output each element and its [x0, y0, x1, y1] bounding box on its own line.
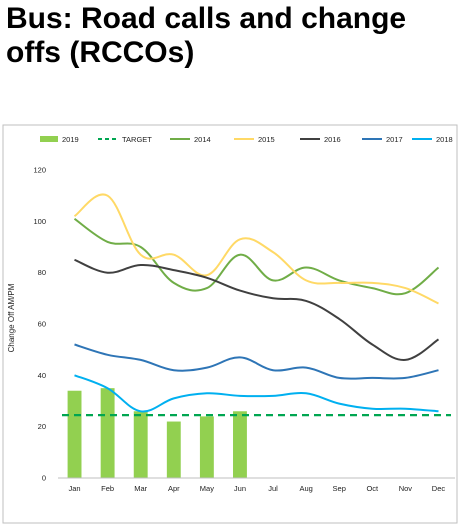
x-tick-label: Mar [134, 484, 147, 493]
line-2018 [74, 374, 439, 413]
legend-label: 2018 [436, 135, 453, 144]
line-series [62, 193, 451, 417]
line-2015 [73, 193, 439, 305]
y-tick-label: 20 [38, 422, 46, 431]
y-axis: 0 20 40 60 80 100 120 [33, 166, 46, 483]
bar-2019-mar [133, 411, 148, 478]
x-tick-label: May [200, 484, 214, 493]
legend-label: 2017 [386, 135, 403, 144]
y-tick-label: 100 [33, 217, 46, 226]
bar-2019-apr [166, 421, 181, 478]
x-tick-label: Nov [399, 484, 413, 493]
line-2014 [73, 217, 440, 296]
y-tick-label: 120 [33, 166, 46, 175]
x-tick-label: Jul [268, 484, 278, 493]
bar-2019-may [199, 416, 214, 478]
bar-2019-jun [233, 411, 247, 478]
x-tick-label: Apr [168, 484, 180, 493]
y-tick-label: 60 [38, 320, 46, 329]
x-tick-label: Jan [68, 484, 80, 493]
x-tick-label: Oct [366, 484, 379, 493]
x-tick-label: Aug [299, 484, 312, 493]
x-tick-label: Feb [101, 484, 114, 493]
y-tick-label: 40 [38, 371, 46, 380]
legend-label: TARGET [122, 135, 152, 144]
y-tick-label: 80 [38, 268, 46, 277]
legend: 2019 TARGET 2014 2015 2016 2017 2018 [40, 135, 453, 144]
legend-label: 2015 [258, 135, 275, 144]
legend-swatch-2019 [40, 136, 58, 142]
legend-label: 2014 [194, 135, 211, 144]
bar-2019-feb [100, 388, 115, 478]
x-tick-label: Sep [333, 484, 346, 493]
x-tick-label: Dec [432, 484, 446, 493]
line-2017 [74, 343, 439, 380]
x-tick-label: Jun [234, 484, 246, 493]
bar-2019-jan [67, 390, 82, 478]
page-title: Bus: Road calls and change offs (RCCOs) [6, 2, 407, 69]
y-axis-label: Change Off AM/PM [7, 283, 16, 352]
line-2016 [74, 258, 440, 361]
y-tick-label: 0 [42, 474, 46, 483]
legend-label: 2019 [62, 135, 79, 144]
bars-2019 [67, 388, 247, 478]
legend-label: 2016 [324, 135, 341, 144]
x-axis: Jan Feb Mar Apr May Jun Jul Aug Sep Oct Nov Dec [68, 484, 445, 493]
